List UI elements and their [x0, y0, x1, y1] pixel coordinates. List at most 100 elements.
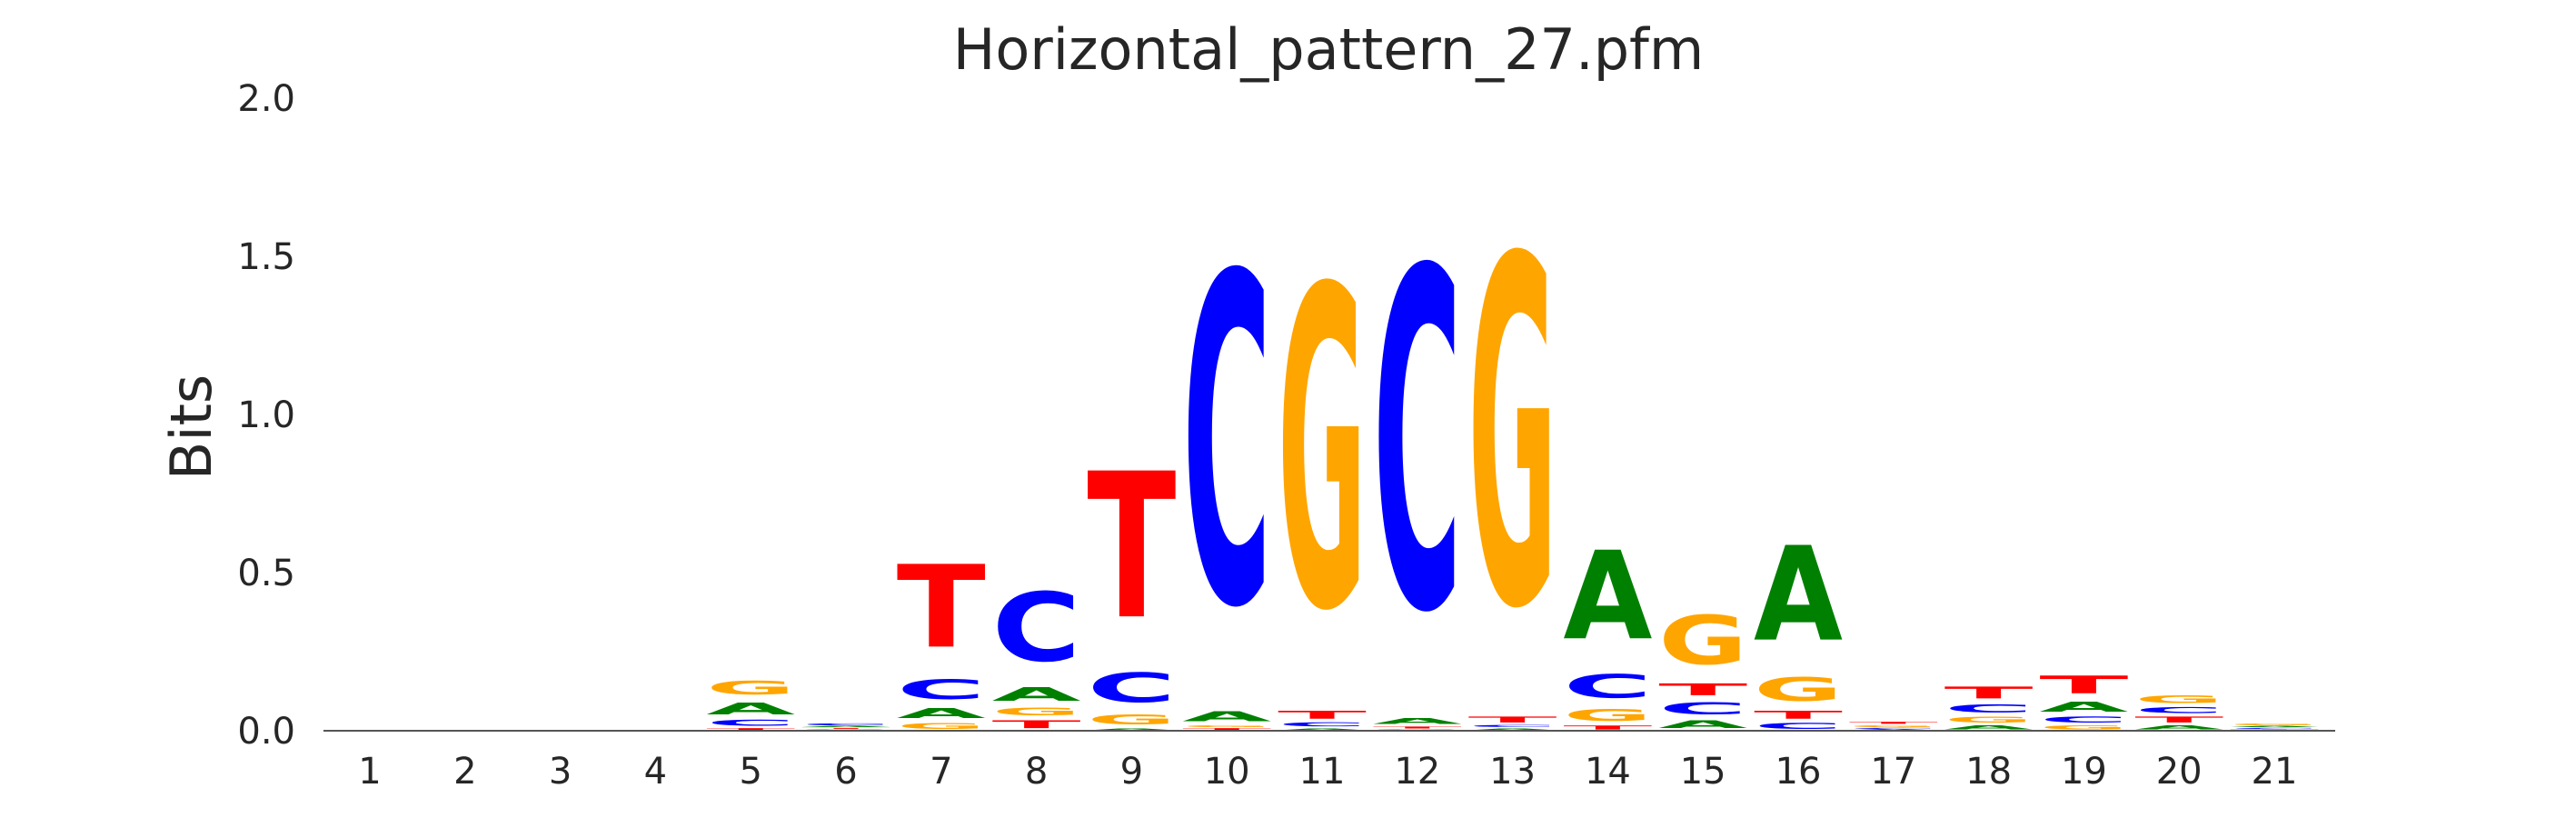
logo-letter-c: C	[1563, 668, 1652, 706]
logo-letter-g: G	[2039, 724, 2128, 731]
logo-letter-a: A	[706, 699, 795, 718]
logo-letter-t: T	[1563, 724, 1652, 731]
logo-letter-t: T	[1754, 709, 1843, 722]
logo-letter-t: T	[1373, 726, 1462, 729]
logo-letter-g: G	[1754, 671, 1843, 709]
x-tick-label: 19	[2061, 751, 2107, 793]
logo-letter-a: A	[2230, 726, 2319, 728]
logo-letter-g: G	[1087, 712, 1176, 727]
logo-letter-c: C	[1944, 703, 2034, 715]
y-tick-label: 0.5	[237, 553, 295, 594]
logo-letter-g: G	[1468, 160, 1557, 713]
logo-letter-c: C	[2230, 728, 2319, 730]
x-tick-label: 18	[1965, 751, 2012, 793]
x-tick-label: 21	[2252, 751, 2298, 793]
x-tick-label: 8	[1025, 751, 1048, 793]
x-tick-label: 7	[930, 751, 952, 793]
logo-letter-a: A	[1468, 728, 1557, 731]
logo-letter-g: G	[2230, 723, 2319, 725]
logo-letter-g: G	[992, 705, 1081, 718]
x-tick-label: 14	[1585, 751, 1631, 793]
logo-letter-t: T	[1468, 715, 1557, 724]
logo-letter-g: G	[1182, 724, 1271, 727]
logo-letter-a: A	[1278, 728, 1367, 731]
logo-letter-a: A	[1563, 525, 1652, 667]
logo-letter-t: T	[992, 718, 1081, 731]
x-tick-label: 12	[1394, 751, 1440, 793]
logo-letter-g: G	[1563, 705, 1652, 724]
logo-letter-c: C	[897, 673, 986, 705]
logo-letter-c: C	[1849, 728, 1938, 730]
logo-letter-t: T	[1278, 709, 1367, 722]
y-tick-label: 1.5	[237, 236, 295, 278]
logo-letter-t: T	[2134, 715, 2223, 724]
x-tick-label: 16	[1775, 751, 1822, 793]
y-tick-label: 2.0	[237, 78, 295, 120]
x-axis-ticks: 1 2 3 4 5 6 7 8 9 10 11 12 13 14 15 16 17 18 19 20 21	[358, 751, 2297, 793]
logo-letter-c: C	[1087, 665, 1176, 713]
logo-letter-c: C	[1658, 699, 1747, 718]
logo-letter-c: C	[2134, 705, 2223, 714]
logo-letter-t: T	[1182, 728, 1271, 731]
x-tick-label: 5	[739, 751, 761, 793]
logo-letter-g: G	[897, 722, 986, 731]
x-tick-label: 6	[834, 751, 857, 793]
logo-letter-t: T	[1849, 722, 1938, 724]
logo-letter-g: G	[706, 677, 795, 699]
logo-letter-t: T	[1658, 681, 1747, 700]
logo-letter-a: A	[2134, 724, 2223, 731]
logo-letter-t: T	[1944, 683, 2034, 703]
logo-letter-c: C	[992, 574, 1081, 683]
logo-letter-c: C	[1373, 175, 1462, 715]
logo-letter-t: T	[706, 728, 795, 731]
logo-letter-a: A	[1373, 716, 1463, 725]
logo-letter-c: C	[1754, 722, 1843, 731]
logo-letter-c: C	[1182, 181, 1271, 707]
logo-letter-a: A	[1087, 728, 1176, 731]
logo-letter-a: A	[801, 726, 890, 728]
logo-letter-t: T	[1087, 430, 1176, 663]
y-tick-label: 1.0	[237, 394, 295, 436]
logo-letter-a: A	[897, 705, 986, 721]
x-tick-label: 15	[1680, 751, 1726, 793]
x-tick-label: 20	[2156, 751, 2203, 793]
logo-letter-a: A	[2039, 699, 2128, 714]
x-tick-label: 3	[549, 751, 572, 793]
x-tick-label: 9	[1120, 751, 1143, 793]
x-tick-label: 10	[1204, 751, 1250, 793]
y-axis-label: Bits	[158, 374, 224, 480]
logo-letter-c: C	[706, 718, 795, 727]
logo-letter-a: A	[992, 683, 1081, 705]
y-tick-label: 0.0	[237, 711, 295, 753]
logo-letter-a: A	[1754, 519, 1843, 670]
logo-letter-a: A	[1944, 724, 2034, 731]
logo-letter-t: T	[801, 728, 890, 730]
x-tick-label: 1	[358, 751, 381, 793]
logo-letter-g: G	[2134, 693, 2223, 705]
logo-letter-g: G	[1849, 724, 1938, 727]
logo-letter-a: A	[1658, 718, 1748, 731]
logo-stacks: TCAGGTACGACTTGACAGCTTGACACTGGTACACTGTGCA…	[706, 160, 2319, 731]
logo-letter-g: G	[1658, 602, 1747, 680]
logo-letter-t: T	[897, 541, 986, 673]
logo-letter-c: C	[1278, 722, 1367, 728]
logo-letter-c: C	[1468, 724, 1557, 727]
x-tick-label: 4	[644, 751, 667, 793]
y-axis-ticks: 0.0 0.5 1.0 1.5 2.0	[237, 78, 295, 753]
x-tick-label: 13	[1489, 751, 1536, 793]
